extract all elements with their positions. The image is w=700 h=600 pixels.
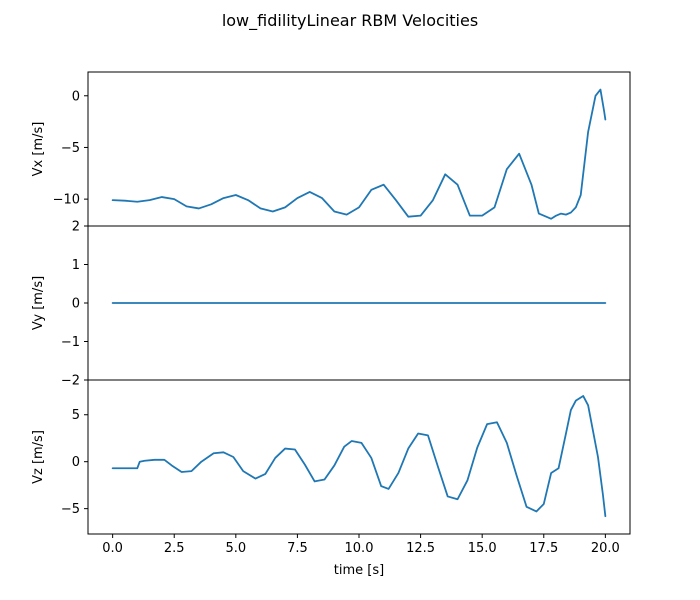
vz-xtick-label: 7.5 [287, 541, 308, 556]
vz-ytick-label: −5 [61, 502, 80, 517]
vz-subplot: 5 0 −5 Vz [m/s] 0.0 2.5 5.0 7.5 10.0 12.5 15.0 17.5… [31, 379, 631, 578]
vx-axes-frame [87, 71, 631, 227]
vz-xtick-label: 5.0 [225, 541, 246, 556]
vy-ytick-label: 0 [72, 297, 80, 312]
vz-xlabel: time [s] [334, 563, 384, 578]
vz-xtick-label: 0.0 [102, 541, 123, 556]
vz-xtick-label: 12.5 [406, 541, 435, 556]
vx-ylabel: Vx [m/s] [31, 122, 46, 177]
vx-ytick-label: −5 [61, 141, 80, 156]
vz-xtick-label: 17.5 [529, 541, 558, 556]
figure-title: low_fidilityLinear RBM Velocities [222, 11, 478, 31]
vz-ylabel: Vz [m/s] [31, 430, 46, 484]
vy-ylabel: Vy [m/s] [31, 276, 46, 330]
vz-xtick-label: 20.0 [591, 541, 620, 556]
vz-axes-frame [87, 379, 631, 535]
vy-ytick-label: −1 [61, 335, 80, 350]
vx-ytick-label: 0 [72, 89, 80, 104]
vy-ytick-label: 1 [72, 258, 80, 273]
vy-ytick-label: 2 [72, 220, 80, 235]
vx-subplot: 0 −5 −10 Vx [m/s] [31, 71, 631, 227]
vx-ytick-label: −10 [53, 193, 80, 208]
vz-ytick-label: 0 [72, 455, 80, 470]
vz-xtick-label: 15.0 [468, 541, 497, 556]
vz-ytick-label: 5 [72, 408, 80, 423]
vz-series-line [111, 395, 607, 518]
vz-xtick-label: 10.0 [345, 541, 374, 556]
subplots-group: 0 −5 −10 Vx [m/s] 2 1 0 −1 −2 Vy [m/s] 5 0 −5 Vz [m/s… [31, 71, 631, 578]
vz-xtick-label: 2.5 [164, 541, 185, 556]
vy-ytick-label: −2 [61, 374, 80, 389]
vx-series-line [111, 88, 607, 220]
vy-subplot: 2 1 0 −1 −2 Vy [m/s] [31, 220, 631, 389]
